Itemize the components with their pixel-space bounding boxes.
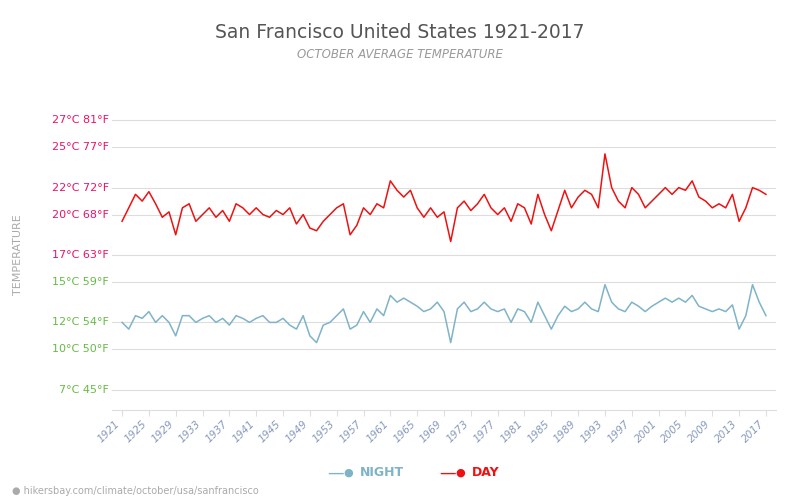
Text: San Francisco United States 1921-2017: San Francisco United States 1921-2017 (215, 22, 585, 42)
Text: 7°C 45°F: 7°C 45°F (59, 385, 109, 395)
Text: 15°C 59°F: 15°C 59°F (52, 277, 109, 287)
Text: DAY: DAY (472, 466, 500, 479)
Text: ●: ● (455, 468, 465, 477)
Text: —: — (328, 464, 344, 481)
Text: 10°C 50°F: 10°C 50°F (52, 344, 109, 354)
Text: 27°C 81°F: 27°C 81°F (52, 115, 109, 125)
Text: NIGHT: NIGHT (360, 466, 404, 479)
Text: 20°C 68°F: 20°C 68°F (52, 210, 109, 220)
Text: TEMPERATURE: TEMPERATURE (13, 214, 22, 296)
Text: —: — (440, 464, 456, 481)
Text: ●: ● (343, 468, 353, 477)
Text: ● hikersbay.com/climate/october/usa/sanfrancisco: ● hikersbay.com/climate/october/usa/sanf… (12, 486, 258, 496)
Text: 25°C 77°F: 25°C 77°F (52, 142, 109, 152)
Text: 22°C 72°F: 22°C 72°F (51, 182, 109, 192)
Text: 12°C 54°F: 12°C 54°F (52, 318, 109, 328)
Text: 17°C 63°F: 17°C 63°F (52, 250, 109, 260)
Text: OCTOBER AVERAGE TEMPERATURE: OCTOBER AVERAGE TEMPERATURE (297, 48, 503, 60)
